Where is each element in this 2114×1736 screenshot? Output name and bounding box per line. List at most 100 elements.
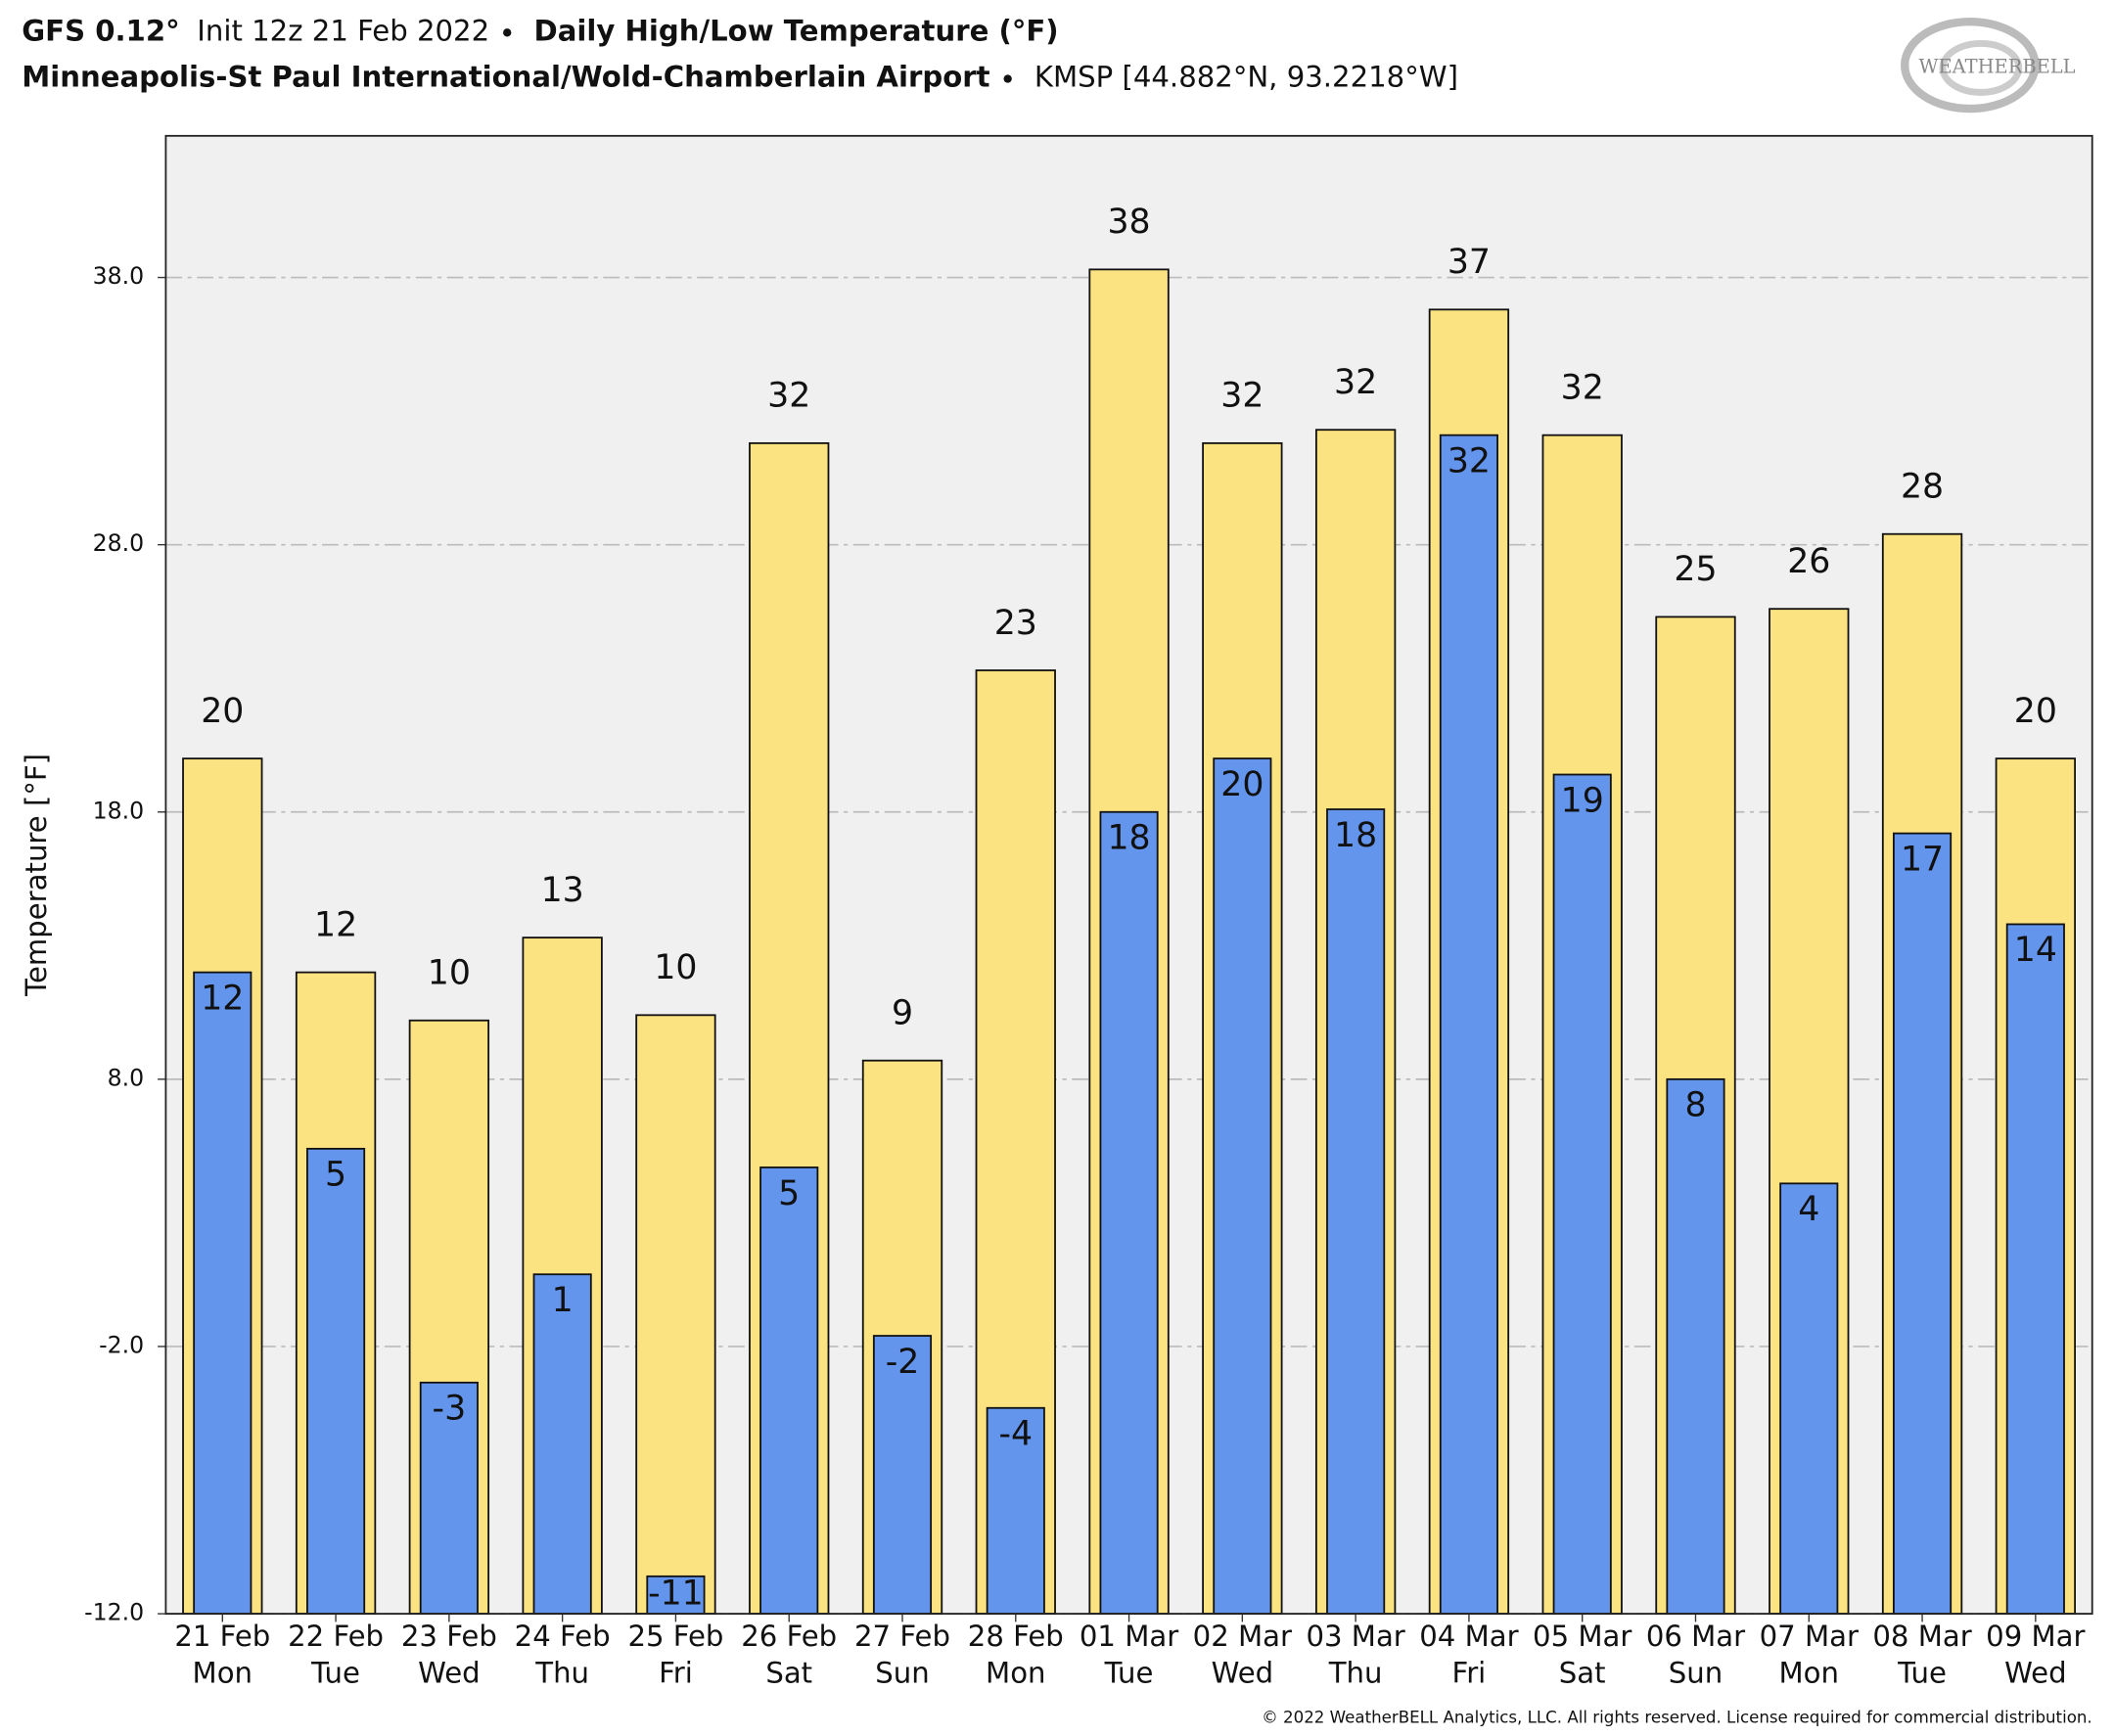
x-tick-sublabel: Sat <box>1559 1657 1606 1690</box>
x-tick-label: 06 Mar <box>1646 1620 1745 1653</box>
value-label: -11 <box>648 1575 704 1614</box>
value-label: 8 <box>1684 1086 1706 1125</box>
x-tick-sublabel: Tue <box>310 1657 360 1690</box>
header-line-1: GFS 0.12° Init 12z 21 Feb 2022 Daily Hig… <box>22 14 1058 47</box>
y-tick-label: 18.0 <box>93 797 144 824</box>
value-label: 37 <box>1448 243 1491 282</box>
bar <box>419 1381 479 1615</box>
init: Init 12z 21 Feb 2022 <box>197 14 489 47</box>
x-tick-label: 07 Mar <box>1760 1620 1859 1653</box>
y-tick-label: 28.0 <box>93 529 144 557</box>
y-tick-label: 38.0 <box>93 262 144 290</box>
x-tick-sublabel: Tue <box>1897 1657 1947 1690</box>
logo-swirl <box>1939 39 2023 96</box>
x-tick-label: 21 Feb <box>174 1620 270 1653</box>
value-label: -4 <box>998 1415 1033 1454</box>
bar <box>872 1335 933 1615</box>
y-tick-label: 8.0 <box>108 1064 145 1091</box>
value-label: 5 <box>325 1156 346 1195</box>
value-label: 19 <box>1561 781 1604 820</box>
chart-title: Daily High/Low Temperature (°F) <box>534 14 1059 47</box>
value-label: 18 <box>1107 819 1150 858</box>
x-tick-sublabel: Fri <box>1452 1657 1487 1690</box>
value-label: 20 <box>1220 765 1264 804</box>
bar <box>1439 434 1498 1615</box>
bar <box>1666 1077 1725 1615</box>
value-label: 28 <box>1901 468 1944 507</box>
x-tick-label: 03 Mar <box>1306 1620 1404 1653</box>
bar <box>1552 773 1612 1615</box>
x-tick-sublabel: Mon <box>986 1657 1045 1690</box>
x-tick-sublabel: Thu <box>1328 1657 1383 1690</box>
value-label: 26 <box>1787 542 1830 581</box>
bar <box>1893 832 1953 1615</box>
x-tick-label: 24 Feb <box>515 1620 611 1653</box>
value-label: 32 <box>767 377 810 416</box>
x-tick-sublabel: Wed <box>1212 1657 1274 1690</box>
value-label: 32 <box>1448 441 1491 480</box>
logo-text: WEATHERBELL <box>1919 55 2076 77</box>
value-label: 20 <box>201 692 244 731</box>
x-tick-label: 27 Feb <box>854 1620 950 1653</box>
value-label: 12 <box>201 979 244 1018</box>
bar <box>1779 1182 1839 1615</box>
x-tick-sublabel: Fri <box>659 1657 693 1690</box>
x-tick-label: 01 Mar <box>1080 1620 1178 1653</box>
x-tick-sublabel: Wed <box>418 1657 481 1690</box>
value-label: 10 <box>654 948 697 987</box>
x-tick-sublabel: Wed <box>2004 1657 2067 1690</box>
bar <box>193 971 253 1615</box>
value-label: 5 <box>778 1174 800 1213</box>
value-label: 18 <box>1334 816 1377 855</box>
bar <box>635 1014 716 1615</box>
x-tick-sublabel: Thu <box>534 1657 589 1690</box>
bar <box>2005 923 2065 1615</box>
value-label: 32 <box>1334 363 1377 402</box>
logo: WEATHERBELL <box>1901 18 2076 114</box>
station: KMSP [44.882°N, 93.2218°W] <box>1034 61 1458 94</box>
bar <box>759 1166 819 1615</box>
value-label: 20 <box>2014 692 2057 731</box>
value-label: 12 <box>314 905 357 944</box>
value-label: 4 <box>1798 1190 1819 1229</box>
value-label: 32 <box>1220 377 1264 416</box>
x-tick-label: 23 Feb <box>401 1620 497 1653</box>
x-tick-label: 25 Feb <box>627 1620 723 1653</box>
x-tick-sublabel: Sat <box>765 1657 812 1690</box>
x-tick-sublabel: Mon <box>193 1657 253 1690</box>
x-tick-label: 02 Mar <box>1193 1620 1292 1653</box>
location: Minneapolis-St Paul International/Wold-C… <box>22 61 989 94</box>
x-tick-sublabel: Tue <box>1104 1657 1154 1690</box>
bar <box>986 1406 1045 1615</box>
bar <box>532 1273 592 1615</box>
x-tick-label: 04 Mar <box>1419 1620 1518 1653</box>
value-label: 10 <box>428 954 471 993</box>
model: GFS 0.12° <box>22 14 179 47</box>
bar <box>1099 810 1159 1615</box>
y-axis-label: Temperature [°F] <box>20 754 53 997</box>
value-label: 25 <box>1674 550 1717 589</box>
separator-dot <box>1003 74 1012 83</box>
x-tick-label: 08 Mar <box>1872 1620 1971 1653</box>
value-label: 13 <box>541 871 584 910</box>
value-label: 17 <box>1901 840 1944 879</box>
header-line-2: Minneapolis-St Paul International/Wold-C… <box>22 61 1458 94</box>
x-tick-sublabel: Sun <box>1669 1657 1723 1690</box>
value-label: -3 <box>433 1390 467 1429</box>
x-tick-label: 26 Feb <box>741 1620 837 1653</box>
logo-swirl <box>1901 18 2040 114</box>
bar <box>1213 757 1272 1615</box>
value-label: 1 <box>552 1281 574 1320</box>
value-label: 23 <box>994 604 1037 643</box>
x-tick-label: 05 Mar <box>1533 1620 1631 1653</box>
value-label: 38 <box>1107 203 1150 242</box>
x-tick-label: 22 Feb <box>288 1620 384 1653</box>
separator-dot <box>503 28 512 37</box>
value-label: 32 <box>1561 368 1604 407</box>
plot-frame <box>164 134 2093 1615</box>
x-tick-sublabel: Mon <box>1779 1657 1839 1690</box>
value-label: -2 <box>886 1343 920 1382</box>
value-label: 9 <box>892 994 913 1033</box>
x-tick-label: 09 Mar <box>1986 1620 2085 1653</box>
